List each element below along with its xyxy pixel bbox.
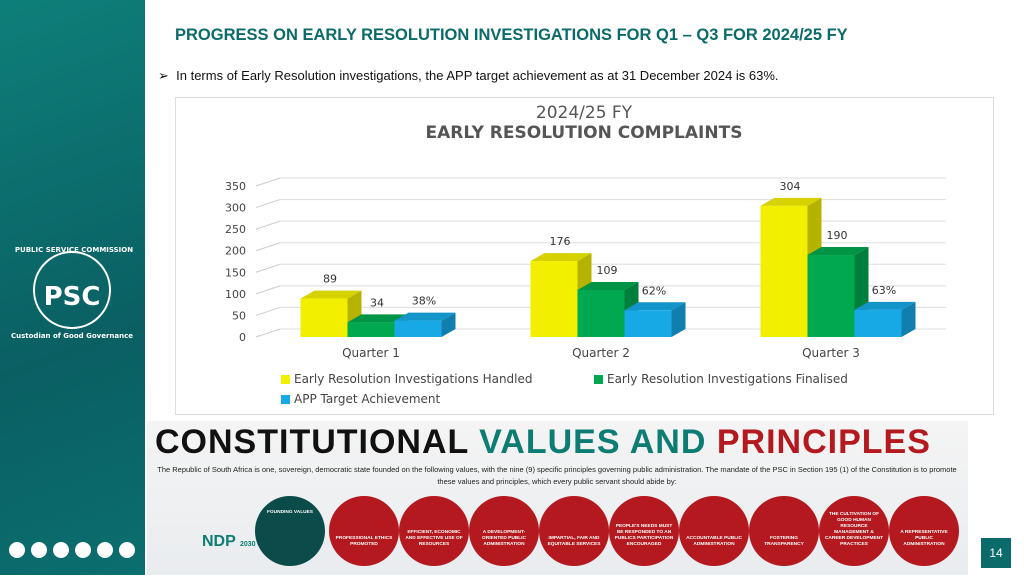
data-label: 89 bbox=[323, 273, 337, 286]
logo-ring bbox=[33, 251, 111, 329]
chart-subtitle: EARLY RESOLUTION COMPLAINTS bbox=[426, 123, 743, 143]
logo: PUBLIC SERVICE COMMISSION PSC Custodian … bbox=[9, 246, 135, 558]
y-tick-label: 350 bbox=[225, 180, 246, 193]
grid-line bbox=[255, 285, 281, 295]
y-tick-label: 200 bbox=[225, 245, 246, 258]
banner: CONSTITUTIONAL VALUES AND PRINCIPLES The… bbox=[147, 421, 968, 575]
bar-top bbox=[347, 314, 409, 323]
principle: THE CULTIVATION OF GOOD HUMAN RESOURCE M… bbox=[819, 496, 889, 566]
logo-tagline: Custodian of Good Governance bbox=[11, 332, 133, 340]
banner-title: CONSTITUTIONAL VALUES AND PRINCIPLES bbox=[155, 423, 931, 462]
legend-label: Early Resolution Investigations Finalise… bbox=[607, 372, 848, 386]
bar-top bbox=[530, 253, 592, 262]
grid-line bbox=[255, 177, 281, 187]
bar-top bbox=[624, 302, 686, 311]
principle: PEOPLE'S NEEDS MUST BE RESPONDED TO AN P… bbox=[609, 496, 679, 566]
slide-title: PROGRESS ON EARLY RESOLUTION INVESTIGATI… bbox=[175, 26, 848, 44]
bullet-text: In terms of Early Resolution investigati… bbox=[176, 68, 779, 83]
social-icons bbox=[9, 542, 135, 558]
data-label: 176 bbox=[550, 235, 571, 248]
data-label: 38% bbox=[412, 295, 436, 308]
principle: EFFICIENT, ECONOMIC AND EFFECTIVE USE OF… bbox=[399, 496, 469, 566]
bar bbox=[854, 309, 902, 337]
bar bbox=[530, 261, 578, 337]
x-tick-label: Quarter 1 bbox=[342, 346, 400, 360]
ndp: NDP 2030 bbox=[202, 533, 256, 551]
bar bbox=[347, 322, 395, 337]
principle: A DEVELOPMENT-ORIENTED PUBLIC ADMINISTRA… bbox=[469, 496, 539, 566]
bar-top bbox=[854, 301, 916, 310]
banner-title-3: PRINCIPLES bbox=[716, 423, 931, 461]
chart-box: 2024/25 FY EARLY RESOLUTION COMPLAINTS 0… bbox=[175, 97, 994, 415]
ndp-year: 2030 bbox=[239, 541, 256, 548]
principle: IMPARTIAL, FAIR AND EQUITABLE SERVICES bbox=[539, 496, 609, 566]
data-label: 62% bbox=[642, 284, 666, 297]
founding-values: FOUNDING VALUES bbox=[255, 496, 325, 566]
principle: FOSTERING TRANSPARENCY bbox=[749, 496, 819, 566]
bar-side bbox=[671, 302, 686, 337]
data-label: 109 bbox=[597, 264, 618, 277]
bar-top bbox=[394, 312, 456, 321]
logo-mark: PSC bbox=[44, 282, 101, 312]
y-tick-label: 250 bbox=[225, 223, 246, 236]
bar-side bbox=[441, 312, 456, 337]
ndp-label: NDP bbox=[202, 533, 236, 550]
data-label: 304 bbox=[780, 180, 801, 193]
sidebar: PUBLIC SERVICE COMMISSION PSC Custodian … bbox=[0, 0, 145, 575]
principle: A REPRESENTATIVE PUBLIC ADMINISTRATION bbox=[889, 496, 959, 566]
legend-swatch bbox=[281, 395, 290, 404]
legend-label: APP Target Achievement bbox=[294, 392, 441, 406]
x-tick-label: Quarter 3 bbox=[802, 346, 860, 360]
grid-line bbox=[255, 199, 281, 209]
legend-swatch bbox=[281, 375, 290, 384]
banner-text: The Republic of South Africa is one, sov… bbox=[157, 465, 957, 486]
bar-top bbox=[577, 281, 639, 290]
y-tick-label: 50 bbox=[232, 309, 246, 322]
page-number: 14 bbox=[980, 537, 1012, 569]
grid-line bbox=[255, 328, 281, 338]
grid-line bbox=[255, 242, 281, 252]
bullet: ➢ In terms of Early Resolution investiga… bbox=[158, 68, 779, 83]
bar-top bbox=[807, 247, 869, 256]
chart-title: 2024/25 FY bbox=[536, 103, 633, 123]
bar-top bbox=[300, 290, 362, 299]
bar bbox=[624, 310, 672, 337]
chart: 2024/25 FY EARLY RESOLUTION COMPLAINTS 0… bbox=[225, 103, 946, 406]
bar bbox=[300, 298, 348, 337]
y-tick-label: 150 bbox=[225, 266, 246, 279]
data-label: 190 bbox=[827, 229, 848, 242]
bar bbox=[577, 289, 625, 337]
legend-label: Early Resolution Investigations Handled bbox=[294, 372, 533, 386]
bar-side bbox=[901, 301, 916, 337]
bar bbox=[760, 205, 808, 337]
y-tick-label: 0 bbox=[239, 331, 246, 344]
grid-line bbox=[255, 306, 281, 316]
principle: PROFESSIONAL ETHICS PROMOTED bbox=[329, 496, 399, 566]
bar-top bbox=[760, 197, 822, 206]
bar bbox=[807, 255, 855, 337]
bar bbox=[394, 320, 442, 337]
principle: ACCOUNTABLE PUBLIC ADMINISTRATION bbox=[679, 496, 749, 566]
banner-title-2: VALUES AND bbox=[479, 423, 707, 461]
banner-title-1: CONSTITUTIONAL bbox=[155, 423, 469, 461]
grid-line bbox=[255, 263, 281, 273]
x-tick-label: Quarter 2 bbox=[572, 346, 630, 360]
y-tick-label: 100 bbox=[225, 288, 246, 301]
legend-swatch bbox=[594, 375, 603, 384]
data-label: 34 bbox=[370, 296, 384, 309]
y-tick-label: 300 bbox=[225, 202, 246, 215]
data-label: 63% bbox=[872, 284, 896, 297]
grid-line bbox=[255, 220, 281, 230]
logo-arc: PUBLIC SERVICE COMMISSION bbox=[15, 246, 133, 254]
